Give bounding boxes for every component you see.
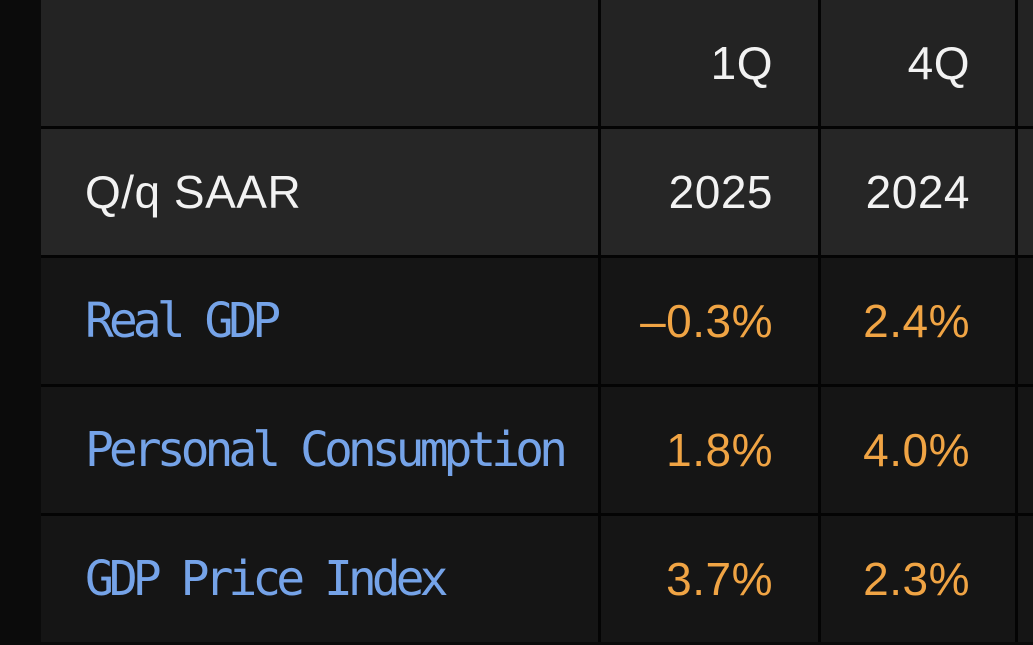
header-cell-clipped (1018, 0, 1033, 126)
header-cell-year-2024: 2024 (821, 129, 1015, 255)
year-label-2024: 2024 (865, 166, 970, 218)
quarter-label-4q: 4Q (907, 37, 970, 89)
data-cell-clipped (1018, 258, 1033, 384)
row-label-cell-personal-consumption[interactable]: Personal Consumption (41, 387, 598, 513)
row-label-cell-real-gdp[interactable]: Real GDP (41, 258, 598, 384)
data-cell-clipped (1018, 516, 1033, 642)
data-cell-clipped (1018, 387, 1033, 513)
value-cell-personal-consumption-1q2025: 1.8% (601, 387, 818, 513)
value-real-gdp-1q2025: –0.3% (640, 295, 773, 347)
header-cell-measure: Q/q SAAR (41, 129, 598, 255)
value-cell-real-gdp-4q2024: 2.4% (821, 258, 1015, 384)
year-label-2025: 2025 (668, 166, 773, 218)
row-label-cell-gdp-price-index[interactable]: GDP Price Index (41, 516, 598, 642)
gdp-data-table: 1Q 4Q Q/q SAAR 2025 2024 Real GDP –0.3% … (41, 0, 1033, 642)
value-cell-gdp-price-index-4q2024: 2.3% (821, 516, 1015, 642)
value-personal-consumption-1q2025: 1.8% (666, 424, 773, 476)
value-cell-gdp-price-index-1q2025: 3.7% (601, 516, 818, 642)
row-label-personal-consumption[interactable]: Personal Consumption (85, 422, 568, 478)
value-real-gdp-4q2024: 2.4% (863, 295, 970, 347)
value-cell-real-gdp-1q2025: –0.3% (601, 258, 818, 384)
quarter-label-1q: 1Q (710, 37, 773, 89)
row-label-real-gdp[interactable]: Real GDP (85, 293, 281, 349)
value-cell-personal-consumption-4q2024: 4.0% (821, 387, 1015, 513)
header-cell-year-2025: 2025 (601, 129, 818, 255)
value-personal-consumption-4q2024: 4.0% (863, 424, 970, 476)
header-cell-blank (41, 0, 598, 126)
header-cell-quarter-1q: 1Q (601, 0, 818, 126)
value-gdp-price-index-1q2025: 3.7% (666, 553, 773, 605)
row-label-gdp-price-index[interactable]: GDP Price Index (85, 551, 448, 607)
header-cell-quarter-4q: 4Q (821, 0, 1015, 126)
measure-label-qq-saar: Q/q SAAR (85, 166, 302, 218)
header-cell-clipped (1018, 129, 1033, 255)
value-gdp-price-index-4q2024: 2.3% (863, 553, 970, 605)
